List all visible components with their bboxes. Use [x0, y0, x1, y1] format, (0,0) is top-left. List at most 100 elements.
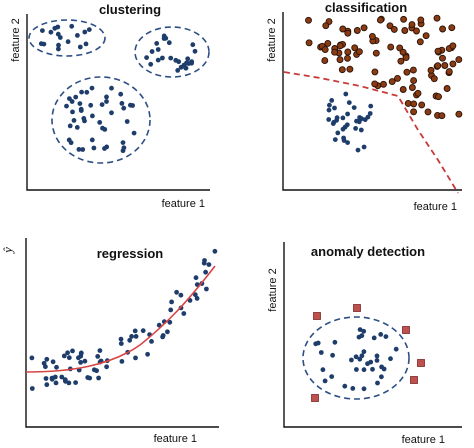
regression-point [44, 356, 50, 362]
cluster-1-point [57, 35, 63, 40]
cluster-3-point [121, 105, 127, 111]
class-a-point [368, 32, 376, 40]
anomaly-panel: anomaly detection feature 1 feature 2 [267, 242, 462, 446]
anomaly-point [417, 359, 425, 367]
cluster-3-point [68, 140, 74, 146]
regression-point [204, 286, 209, 292]
normal-point [374, 358, 380, 363]
cluster-3-point [131, 130, 137, 136]
normal-point [361, 349, 367, 355]
anomaly-point [311, 394, 319, 402]
regression-point [174, 289, 180, 295]
cluster-2-point [189, 59, 195, 65]
regression-point [212, 248, 218, 254]
class-a-point [386, 22, 394, 30]
regression-point [49, 375, 55, 381]
regression-point [61, 353, 67, 359]
class-a-point [408, 21, 416, 29]
cluster-3-point [80, 147, 86, 152]
class-a-point [344, 48, 352, 56]
class-b-point [351, 105, 357, 110]
cluster-1-point [77, 44, 83, 50]
class-a-point [410, 108, 418, 116]
class-a-point [399, 86, 407, 93]
class-b-point [358, 127, 364, 133]
normal-point [349, 357, 354, 363]
cluster-3-point [102, 146, 107, 151]
cluster-2-point [184, 60, 189, 66]
regression-point [59, 374, 65, 380]
cluster-3-point [76, 147, 82, 152]
class-a-point [430, 75, 438, 83]
regression-point [133, 334, 139, 339]
regression-point [65, 350, 70, 356]
cluster-3-point [67, 123, 73, 129]
cluster-3-point [89, 85, 95, 91]
regression-curve [25, 265, 216, 373]
regression-point [181, 311, 187, 316]
class-a-point [397, 57, 405, 65]
class-a-point [416, 38, 424, 46]
regression-point [118, 341, 124, 346]
cluster-1-point [82, 29, 88, 35]
cluster-3-point [64, 103, 69, 109]
regression-point [29, 355, 35, 361]
regression-point [203, 269, 209, 275]
class-b-points [326, 91, 374, 153]
class-a-point [344, 54, 351, 62]
class-a-point [338, 66, 346, 74]
regression-point [119, 359, 125, 364]
normal-point [350, 386, 356, 391]
class-b-point [340, 115, 346, 121]
class-a-point [422, 32, 430, 40]
class-a-point [355, 48, 363, 56]
class-a-point [434, 62, 442, 70]
regression-point [82, 358, 88, 364]
clustering-axes [26, 14, 210, 191]
anomaly-axes [283, 242, 462, 428]
regression-point [165, 329, 170, 335]
class-b-point [353, 125, 358, 131]
regression-point [178, 292, 184, 298]
cluster-3-point [118, 91, 124, 97]
regression-point [73, 380, 78, 385]
class-b-point [367, 111, 373, 116]
class-a-point [435, 93, 442, 101]
cluster-1-point [40, 28, 45, 33]
class-b-point [357, 115, 362, 120]
class-a-point [402, 54, 410, 62]
regression-point [202, 258, 207, 263]
regression-points [29, 248, 218, 391]
cluster-1-boundary [28, 19, 106, 57]
cluster-2-point [160, 55, 165, 61]
class-a-point [372, 49, 380, 57]
regression-point [53, 380, 59, 386]
regression-point [193, 275, 199, 281]
cluster-1-point [56, 46, 61, 52]
regression-title: regression [97, 246, 164, 261]
regression-point [140, 328, 146, 334]
normal-points [313, 327, 399, 392]
regression-point [149, 339, 154, 344]
class-a-point [321, 57, 329, 65]
class-a-points [305, 14, 463, 120]
class-a-point [376, 16, 384, 24]
class-a-point [305, 39, 313, 47]
regression-point [41, 360, 47, 366]
cluster-3-point [89, 137, 95, 143]
class-b-point [341, 138, 347, 143]
regression-point [87, 375, 93, 381]
class-a-point [438, 112, 446, 120]
regression-point [206, 262, 212, 267]
cluster-3-point [77, 101, 83, 106]
cluster-2-point [148, 61, 154, 67]
class-b-point [327, 102, 332, 108]
cluster-3-point [73, 94, 79, 100]
cluster-3-point [99, 102, 105, 107]
class-a-point [324, 39, 332, 47]
class-a-point [413, 27, 420, 35]
class-a-point [434, 47, 442, 55]
class-a-point [443, 85, 451, 92]
class-a-point [455, 110, 463, 118]
regression-point [43, 376, 49, 381]
